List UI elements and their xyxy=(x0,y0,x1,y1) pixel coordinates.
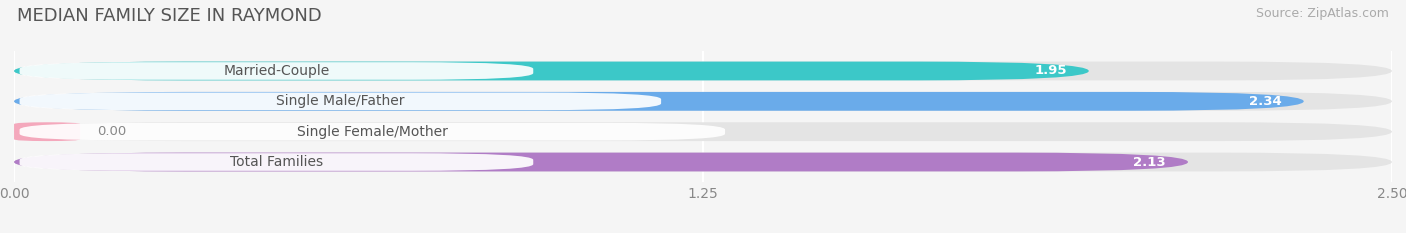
Text: 2.13: 2.13 xyxy=(1133,155,1166,168)
FancyBboxPatch shape xyxy=(14,153,1392,171)
FancyBboxPatch shape xyxy=(14,153,1188,171)
FancyBboxPatch shape xyxy=(14,92,1303,111)
FancyBboxPatch shape xyxy=(14,122,1392,141)
FancyBboxPatch shape xyxy=(20,93,661,110)
FancyBboxPatch shape xyxy=(20,123,725,140)
FancyBboxPatch shape xyxy=(20,153,533,171)
FancyBboxPatch shape xyxy=(14,62,1392,80)
FancyBboxPatch shape xyxy=(20,62,533,80)
Text: 1.95: 1.95 xyxy=(1035,65,1067,78)
Text: Source: ZipAtlas.com: Source: ZipAtlas.com xyxy=(1256,7,1389,20)
Text: Total Families: Total Families xyxy=(229,155,323,169)
FancyBboxPatch shape xyxy=(14,122,80,141)
Text: 2.34: 2.34 xyxy=(1249,95,1282,108)
FancyBboxPatch shape xyxy=(14,62,1088,80)
FancyBboxPatch shape xyxy=(14,92,1392,111)
Text: Married-Couple: Married-Couple xyxy=(224,64,329,78)
Text: Single Male/Father: Single Male/Father xyxy=(276,94,405,108)
Text: MEDIAN FAMILY SIZE IN RAYMOND: MEDIAN FAMILY SIZE IN RAYMOND xyxy=(17,7,322,25)
Text: 0.00: 0.00 xyxy=(97,125,127,138)
Text: Single Female/Mother: Single Female/Mother xyxy=(297,125,447,139)
